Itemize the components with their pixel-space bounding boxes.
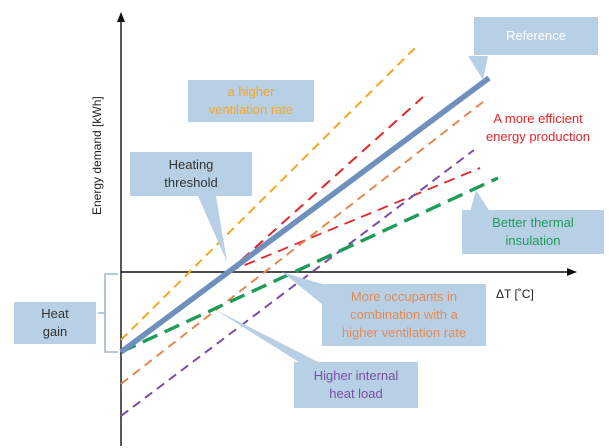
heat-gain-label-2: gain	[42, 324, 68, 339]
y-axis-arrow	[117, 12, 125, 22]
thermal-insulation-pointer	[470, 190, 490, 212]
line-higher-ventilation	[120, 45, 418, 341]
heat-gain-label-1: Heat	[41, 306, 69, 321]
higher-ventilation-label-2: ventilation rate	[208, 102, 294, 117]
efficient-production-label-1: A more efficient	[493, 111, 583, 126]
internal-heat-pointer	[216, 310, 322, 364]
heating-threshold-label-1: Heating	[168, 157, 214, 172]
line-occupants-ventilation	[120, 97, 489, 385]
line-internal-heat-load	[120, 149, 475, 417]
occupants-callout: More occupants in combination with a hig…	[322, 284, 486, 346]
occupants-label-1: More occupants in	[350, 289, 458, 304]
line-reference	[119, 75, 491, 355]
line-thermal-insulation	[120, 176, 499, 354]
efficient-production-label-2: energy production	[485, 129, 591, 144]
internal-heat-label-2: heat load	[329, 386, 383, 401]
internal-heat-callout: Higher internal heat load	[294, 362, 418, 408]
reference-label: Reference	[506, 28, 566, 43]
thermal-insulation-label-2: insulation	[505, 233, 561, 248]
occupants-pointer	[282, 272, 322, 304]
reference-pointer	[468, 56, 488, 80]
heat-gain-brace	[98, 273, 118, 353]
reference-callout: Reference	[474, 17, 598, 55]
occupants-label-3: higher ventilation rate	[341, 325, 467, 340]
x-axis-arrow	[567, 268, 577, 276]
line-efficient-production	[227, 96, 424, 273]
internal-heat-label-1: Higher internal	[313, 368, 399, 383]
thermal-insulation-label-1: Better thermal	[492, 215, 574, 230]
efficient-production-label: A more efficient energy production	[470, 110, 606, 146]
thermal-insulation-callout: Better thermal insulation	[462, 210, 604, 254]
line-efficient-production-lower	[227, 167, 481, 273]
occupants-label-2: combination with a	[350, 307, 458, 322]
higher-ventilation-callout: a higher ventilation rate	[188, 80, 314, 122]
x-axis-label: ΔT [˚C]	[496, 287, 534, 301]
heating-threshold-label-2: threshold	[164, 175, 218, 190]
heating-threshold-pointer	[198, 196, 227, 262]
higher-ventilation-label-1: a higher	[227, 84, 275, 99]
heat-gain-callout: Heat gain	[14, 302, 96, 344]
heating-threshold-callout: Heating threshold	[130, 152, 252, 196]
y-axis-label: Energy demand [kWh]	[90, 96, 104, 215]
